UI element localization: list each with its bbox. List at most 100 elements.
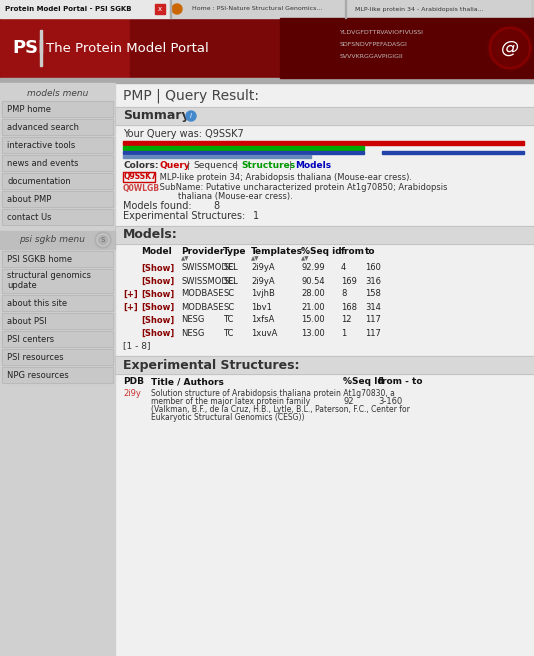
Text: 169: 169 (341, 276, 357, 285)
Text: Sequence: Sequence (193, 161, 238, 169)
Text: 1vjhB: 1vjhB (251, 289, 275, 298)
Bar (115, 107, 534, 125)
Text: 117: 117 (365, 329, 381, 337)
Text: 160: 160 (365, 264, 381, 272)
Text: [Show]: [Show] (141, 329, 174, 337)
Bar (115, 107, 534, 125)
Bar (280, 18, 534, 78)
Bar (115, 226, 534, 244)
Text: SubName: Putative uncharacterized protein At1g70850; Arabidopsis: SubName: Putative uncharacterized protei… (157, 184, 447, 192)
Bar (0, 18, 534, 78)
Text: 15.00: 15.00 (301, 316, 325, 325)
Bar (2, 101, 113, 117)
Text: S: S (101, 237, 105, 243)
Text: (Valkman, B.F., de la Cruz, H.B., Lytle, B.L., Paterson, F.C., Center for: (Valkman, B.F., de la Cruz, H.B., Lytle,… (151, 405, 410, 413)
Text: 168: 168 (341, 302, 357, 312)
Text: MLP-like protein 34; Arabidopsis thaliana (Mouse-ear cress).: MLP-like protein 34; Arabidopsis thalian… (157, 173, 412, 182)
Bar (2, 191, 113, 207)
Text: Models found:: Models found: (123, 201, 192, 211)
Text: 2i9yA: 2i9yA (251, 264, 274, 272)
Bar (123, 172, 155, 182)
Text: about PMP: about PMP (7, 194, 51, 203)
Text: PSI centers: PSI centers (7, 335, 54, 344)
Bar (345, 0, 346, 18)
Text: Your Query was: Q9SSK7: Your Query was: Q9SSK7 (123, 129, 244, 139)
Bar (2, 313, 113, 329)
Text: PSI SGKB home: PSI SGKB home (7, 255, 72, 264)
Text: PMP | Query Result:: PMP | Query Result: (123, 89, 259, 103)
Text: SC: SC (223, 289, 234, 298)
Bar (155, 4, 165, 14)
Text: news and events: news and events (7, 159, 78, 167)
Text: 2i9yA: 2i9yA (251, 276, 274, 285)
Bar (0, 78, 534, 83)
Text: 158: 158 (365, 289, 381, 298)
Text: 3-160: 3-160 (378, 396, 402, 405)
Bar (2, 295, 113, 311)
Text: 28.00: 28.00 (301, 289, 325, 298)
Text: i: i (190, 113, 192, 119)
Text: SC: SC (223, 302, 234, 312)
Bar (2, 119, 113, 135)
Bar (2, 119, 113, 135)
Bar (115, 356, 534, 374)
Bar (40, 30, 42, 66)
Text: advanced search: advanced search (7, 123, 79, 131)
Text: PDB: PDB (123, 377, 144, 386)
Text: YLDVGFDTTRVAVIOFIVUSSI: YLDVGFDTTRVAVIOFIVUSSI (340, 30, 424, 35)
Bar (2, 173, 113, 189)
Bar (115, 226, 534, 244)
Bar (382, 151, 524, 154)
Text: Solution structure of Arabidopsis thaliana protein At1g70830, a: Solution structure of Arabidopsis thalia… (151, 388, 395, 398)
Text: [Show]: [Show] (141, 316, 174, 325)
Bar (2, 349, 113, 365)
Text: [+]: [+] (123, 289, 138, 298)
Text: 8: 8 (213, 201, 219, 211)
Bar (2, 209, 113, 225)
Bar (123, 151, 364, 154)
Text: MLP-like protein 34 - Arabidopsis thalia...: MLP-like protein 34 - Arabidopsis thalia… (355, 7, 484, 12)
Text: [Show]: [Show] (141, 276, 174, 285)
Text: PMP home: PMP home (7, 104, 51, 113)
Text: SC: SC (223, 264, 234, 272)
Text: The Protein Model Portal: The Protein Model Portal (46, 41, 209, 54)
Text: [Show]: [Show] (141, 264, 174, 272)
Text: SVVVKRGGAVPIGIGII: SVVVKRGGAVPIGIGII (340, 54, 404, 58)
Text: 117: 117 (365, 316, 381, 325)
Bar (2, 331, 113, 347)
Text: %Seq Id: %Seq Id (343, 377, 384, 386)
Text: 1xuvA: 1xuvA (251, 329, 277, 337)
Text: interactive tools: interactive tools (7, 140, 75, 150)
Text: Q9SSK7: Q9SSK7 (124, 173, 158, 182)
Text: 1: 1 (253, 211, 259, 221)
Bar (130, 18, 280, 78)
Text: Models:: Models: (123, 228, 178, 241)
Bar (2, 209, 113, 225)
Bar (2, 137, 113, 153)
Text: Query: Query (159, 161, 190, 169)
Text: Summary:: Summary: (123, 110, 194, 123)
Bar (2, 349, 113, 365)
Bar (2, 313, 113, 329)
Bar (123, 155, 311, 158)
Text: PSI resources: PSI resources (7, 352, 64, 361)
Text: Eukaryotic Structural Genomics (CESG)): Eukaryotic Structural Genomics (CESG)) (151, 413, 304, 422)
Bar (170, 0, 345, 18)
Text: to: to (365, 247, 375, 256)
Text: ▲▼: ▲▼ (251, 256, 260, 262)
Text: Type: Type (223, 247, 247, 256)
Text: [+]: [+] (123, 302, 138, 312)
Text: about PSI: about PSI (7, 316, 47, 325)
Text: Provider: Provider (181, 247, 224, 256)
Text: Q0WLGB: Q0WLGB (123, 184, 160, 192)
Text: Structures: Structures (241, 161, 295, 169)
Text: |: | (187, 161, 190, 169)
Text: NESG: NESG (181, 316, 205, 325)
Circle shape (95, 232, 111, 248)
Text: 12: 12 (341, 316, 351, 325)
Bar (0, 0, 534, 18)
Text: 1xfsA: 1xfsA (251, 316, 274, 325)
Text: 92: 92 (343, 396, 354, 405)
Text: 1: 1 (341, 329, 346, 337)
Text: NPG resources: NPG resources (7, 371, 69, 380)
